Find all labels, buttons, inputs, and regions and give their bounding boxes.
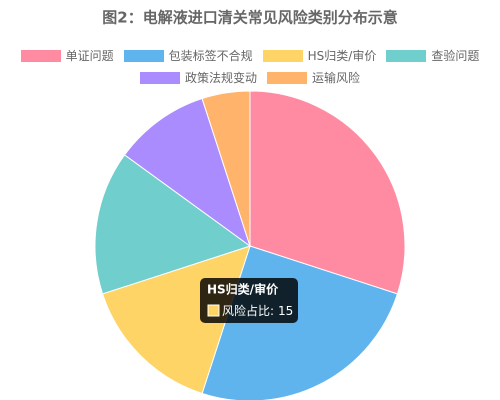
tooltip-label: 风险占比: xyxy=(222,303,274,318)
pie-slice xyxy=(201,90,251,247)
legend-swatch xyxy=(262,49,303,62)
legend-swatch xyxy=(123,49,164,62)
legend-item[interactable]: 运输风险 xyxy=(267,69,360,86)
pie-slice xyxy=(123,97,251,248)
legend: 政策法规变动 运输风险 xyxy=(0,69,500,86)
tooltip-title: HS归类/审价 xyxy=(207,282,279,297)
chart-title: 图2：电解液进口清关常见风险类别分布示意 xyxy=(102,9,397,27)
legend-item[interactable]: 查验问题 xyxy=(386,47,479,64)
tooltip-value: 15 xyxy=(278,304,293,318)
legend-swatch xyxy=(139,71,180,84)
legend-item[interactable]: 政策法规变动 xyxy=(139,69,257,86)
tooltip-body: 风险占比: 15 xyxy=(222,303,293,318)
tooltip-box xyxy=(200,278,298,323)
legend-swatch xyxy=(386,49,427,62)
legend-label: 查验问题 xyxy=(431,49,480,63)
legend-swatch xyxy=(20,49,61,62)
legend-label: 单证问题 xyxy=(65,49,114,63)
tooltip-swatch xyxy=(207,304,220,317)
legend-label: 运输风险 xyxy=(312,71,361,85)
legend-item[interactable]: 包装标签不合规 xyxy=(123,47,253,64)
legend-label: 包装标签不合规 xyxy=(168,49,253,63)
legend-item[interactable]: 单证问题 xyxy=(20,47,114,64)
legend: 单证问题 包装标签不合规 HS归类/审价 查验问题 xyxy=(0,47,500,64)
pie-slice xyxy=(94,154,252,295)
legend-label: 政策法规变动 xyxy=(184,71,257,85)
pie-slice xyxy=(249,90,406,295)
legend-item[interactable]: HS归类/审价 xyxy=(262,47,377,64)
legend-swatch xyxy=(267,71,307,84)
legend-label: HS归类/审价 xyxy=(307,49,377,63)
pie xyxy=(94,90,406,400)
